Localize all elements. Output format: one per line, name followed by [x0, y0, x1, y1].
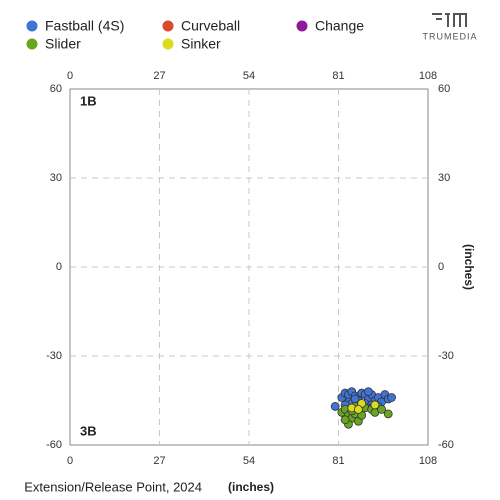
legend-marker — [26, 38, 38, 50]
legend-marker — [162, 20, 174, 32]
x-tick-label: 81 — [332, 455, 344, 467]
y-tick-label: 0 — [56, 261, 62, 273]
legend-label: Fastball (4S) — [45, 18, 124, 34]
y-axis-title: (inches) — [462, 244, 476, 290]
x-tick-label: 54 — [243, 455, 255, 467]
y-tick-label: -30 — [438, 350, 454, 362]
logo: TRUMEDIA — [423, 13, 478, 41]
point — [377, 404, 386, 414]
y-tick-label: -30 — [46, 350, 62, 362]
point — [330, 402, 340, 411]
y-tick-label: -60 — [46, 439, 62, 451]
y-tick-label: 0 — [438, 261, 444, 273]
y-tick-label: -60 — [438, 439, 454, 451]
x-tick-label: 27 — [153, 70, 165, 82]
legend-label: Slider — [45, 36, 81, 52]
x-tick-label: 27 — [153, 455, 165, 467]
legend-marker — [26, 20, 38, 32]
x-tick-label: 81 — [332, 70, 344, 82]
annotation: 3B — [80, 423, 97, 438]
point — [370, 400, 380, 410]
legend-marker — [296, 20, 308, 32]
point — [383, 409, 393, 419]
y-tick-label: 60 — [50, 83, 62, 95]
brand: TRUMEDIA — [423, 31, 478, 41]
x-tick-label: 108 — [419, 455, 437, 467]
y-tick-label: 30 — [50, 172, 62, 184]
x-tick-label: 0 — [67, 455, 73, 467]
point — [363, 387, 373, 397]
x-tick-label: 108 — [419, 70, 437, 82]
y-tick-label: 60 — [438, 83, 450, 95]
y-tick-label: 30 — [438, 172, 450, 184]
legend-label: Curveball — [181, 18, 240, 34]
x-axis-unit: (inches) — [228, 480, 274, 494]
legend-marker — [162, 38, 174, 50]
x-axis-title: Extension/Release Point, 2024 — [24, 479, 202, 494]
legend-label: Change — [315, 18, 364, 34]
x-tick-label: 0 — [67, 70, 73, 82]
point — [387, 393, 396, 402]
point — [340, 415, 350, 425]
point — [353, 404, 363, 414]
annotation: 1B — [80, 93, 97, 108]
x-tick-label: 54 — [243, 70, 255, 82]
legend-label: Sinker — [181, 36, 221, 52]
